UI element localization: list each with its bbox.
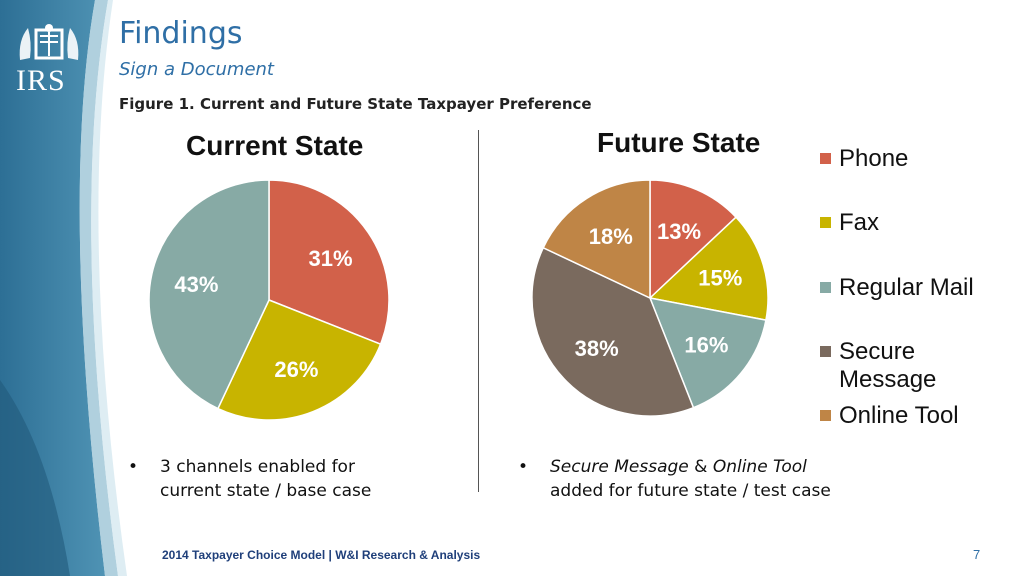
legend-label-online-tool: Online Tool <box>839 402 959 429</box>
pie-data-label: 31% <box>309 246 353 271</box>
legend-swatch-phone <box>820 153 831 164</box>
irs-logo-text: IRS <box>16 64 66 97</box>
pie-data-label: 15% <box>698 266 742 291</box>
legend-item-online-tool: Online Tool <box>820 402 1010 430</box>
pie-data-label: 18% <box>589 224 633 249</box>
future-note-ampersand: & <box>688 457 713 477</box>
legend-swatch-fax <box>820 217 831 228</box>
pie-data-label: 26% <box>274 357 318 382</box>
legend-item-regular-mail: Regular Mail <box>820 274 1010 338</box>
current-note-line2: current state / base case <box>160 481 372 501</box>
legend-swatch-regular-mail <box>820 282 831 293</box>
page-subtitle: Sign a Document <box>119 59 274 80</box>
legend-swatch-online-tool <box>820 410 831 421</box>
future-note-line1: Secure Message & Online Tool <box>550 455 831 479</box>
pie-slice-regular-mail <box>148 179 270 410</box>
future-state-note: • Secure Message & Online Tool added for… <box>518 455 831 503</box>
pie-data-label: 13% <box>657 219 701 244</box>
legend-label-fax: Fax <box>839 209 880 236</box>
pie-slice-phone <box>268 179 390 346</box>
legend-label-regular-mail: Regular Mail <box>839 274 974 301</box>
pie-slice-secure-message <box>531 246 695 417</box>
current-state-chart-title: Current State <box>186 130 364 161</box>
current-state-note: • 3 channels enabled for current state /… <box>128 455 372 503</box>
bullet-glyph: • <box>128 457 139 477</box>
future-note-secure-message: Secure Message <box>550 457 689 477</box>
future-state-chart-title: Future State <box>597 127 761 158</box>
pie-data-label: 16% <box>684 333 728 358</box>
pie-slice-regular-mail <box>648 297 767 409</box>
future-note-line2: added for future state / test case <box>550 481 831 501</box>
legend-item-fax: Fax <box>820 209 1010 274</box>
left-decorative-band <box>0 0 130 576</box>
pie-data-label: 43% <box>174 272 218 297</box>
figure-caption: Figure 1. Current and Future State Taxpa… <box>119 95 592 113</box>
legend-label-phone: Phone <box>839 145 909 172</box>
current-note-line1: 3 channels enabled for <box>160 457 355 477</box>
pie-slice-fax <box>648 216 769 321</box>
pie-slice-fax <box>216 299 382 421</box>
legend-label-secure-message: Secure Message <box>839 338 937 393</box>
footer-text: 2014 Taxpayer Choice Model | W&I Researc… <box>162 548 481 562</box>
band-shapes <box>0 0 127 576</box>
irs-logo <box>14 20 84 100</box>
pie-slice-online-tool <box>542 179 651 300</box>
legend-swatch-secure-message <box>820 346 831 357</box>
legend-item-phone: Phone <box>820 145 1010 209</box>
pie-slice-phone <box>649 179 738 300</box>
legend-item-secure-message: Secure Message <box>820 338 1010 402</box>
page-title: Findings <box>119 16 243 51</box>
page-number: 7 <box>973 547 981 562</box>
future-note-online-tool: Online Tool <box>712 457 807 477</box>
eagle-emblem-icon <box>19 24 79 60</box>
pie-data-label: 38% <box>575 336 619 361</box>
chart-divider <box>478 130 479 492</box>
bullet-glyph: • <box>518 457 529 477</box>
chart-legend: Phone Fax Regular Mail Secure Message On… <box>820 145 1010 430</box>
